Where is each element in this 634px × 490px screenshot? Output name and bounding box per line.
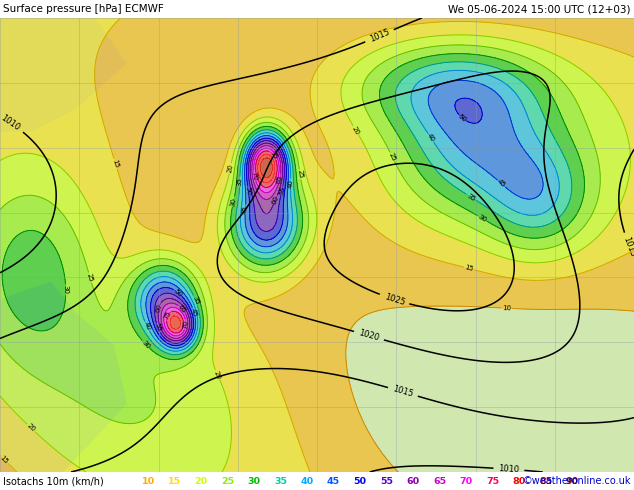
Text: 30: 30 bbox=[141, 339, 151, 350]
Text: 65: 65 bbox=[276, 174, 284, 184]
Text: 30: 30 bbox=[230, 196, 237, 207]
Text: 1010: 1010 bbox=[498, 464, 520, 474]
Polygon shape bbox=[0, 281, 127, 472]
Text: 60: 60 bbox=[271, 195, 280, 205]
Polygon shape bbox=[0, 18, 634, 472]
Text: 30: 30 bbox=[477, 214, 488, 223]
Text: 40: 40 bbox=[301, 476, 314, 486]
Text: 15: 15 bbox=[0, 454, 10, 465]
Text: 30: 30 bbox=[247, 476, 261, 486]
Text: 15: 15 bbox=[112, 159, 120, 169]
Text: 35: 35 bbox=[466, 192, 477, 202]
Text: 85: 85 bbox=[539, 476, 552, 486]
Text: Isotachs 10m (km/h): Isotachs 10m (km/h) bbox=[3, 476, 104, 486]
Text: 1025: 1025 bbox=[383, 292, 406, 307]
Text: 25: 25 bbox=[297, 170, 304, 179]
Text: 10: 10 bbox=[141, 476, 155, 486]
Text: 60: 60 bbox=[406, 476, 420, 486]
Text: 1015: 1015 bbox=[368, 27, 391, 44]
Text: 20: 20 bbox=[226, 163, 234, 173]
Text: 30: 30 bbox=[63, 285, 69, 294]
Text: 40: 40 bbox=[143, 321, 152, 332]
Text: ©weatheronline.co.uk: ©weatheronline.co.uk bbox=[522, 476, 631, 486]
Text: 25: 25 bbox=[221, 476, 234, 486]
Text: We 05-06-2024 15:00 UTC (12+03): We 05-06-2024 15:00 UTC (12+03) bbox=[448, 4, 631, 14]
Text: 65: 65 bbox=[433, 476, 446, 486]
Text: 70: 70 bbox=[460, 476, 472, 486]
Text: 70: 70 bbox=[250, 171, 258, 181]
Text: 15: 15 bbox=[464, 265, 474, 272]
Text: 45: 45 bbox=[496, 178, 507, 189]
Text: 20: 20 bbox=[25, 423, 36, 433]
Text: 35: 35 bbox=[274, 476, 287, 486]
Text: 20: 20 bbox=[351, 125, 361, 136]
Text: 15: 15 bbox=[168, 476, 181, 486]
Text: 45: 45 bbox=[190, 308, 198, 318]
Text: 55: 55 bbox=[380, 476, 393, 486]
Text: 65: 65 bbox=[177, 304, 188, 314]
Text: 75: 75 bbox=[268, 150, 278, 161]
Text: 35: 35 bbox=[236, 177, 243, 187]
Text: 10: 10 bbox=[502, 305, 512, 312]
Text: 25: 25 bbox=[387, 151, 397, 162]
Text: Surface pressure [hPa] ECMWF: Surface pressure [hPa] ECMWF bbox=[3, 4, 164, 14]
Text: 80: 80 bbox=[512, 476, 526, 486]
Text: 75: 75 bbox=[486, 476, 499, 486]
Text: 1015: 1015 bbox=[621, 236, 634, 259]
Text: 55: 55 bbox=[278, 185, 286, 195]
Text: 1010: 1010 bbox=[0, 113, 22, 133]
Text: 25: 25 bbox=[86, 272, 94, 283]
Text: 75: 75 bbox=[163, 310, 172, 321]
Text: 50: 50 bbox=[354, 476, 366, 486]
Text: 45: 45 bbox=[327, 476, 340, 486]
Text: 50: 50 bbox=[245, 186, 252, 196]
Text: 1015: 1015 bbox=[392, 385, 414, 399]
Text: 50: 50 bbox=[457, 113, 468, 123]
Text: 1020: 1020 bbox=[358, 328, 380, 343]
Text: 20: 20 bbox=[213, 369, 222, 380]
Text: 90: 90 bbox=[566, 476, 579, 486]
Text: 50: 50 bbox=[173, 288, 183, 298]
Polygon shape bbox=[0, 18, 127, 131]
Text: 35: 35 bbox=[191, 295, 200, 306]
Text: 40: 40 bbox=[426, 133, 436, 143]
Text: 60: 60 bbox=[155, 303, 163, 313]
Text: 70: 70 bbox=[183, 320, 189, 329]
Text: 45: 45 bbox=[242, 205, 249, 214]
Text: 55: 55 bbox=[153, 322, 162, 333]
Text: 40: 40 bbox=[288, 179, 294, 188]
Text: 20: 20 bbox=[195, 476, 207, 486]
